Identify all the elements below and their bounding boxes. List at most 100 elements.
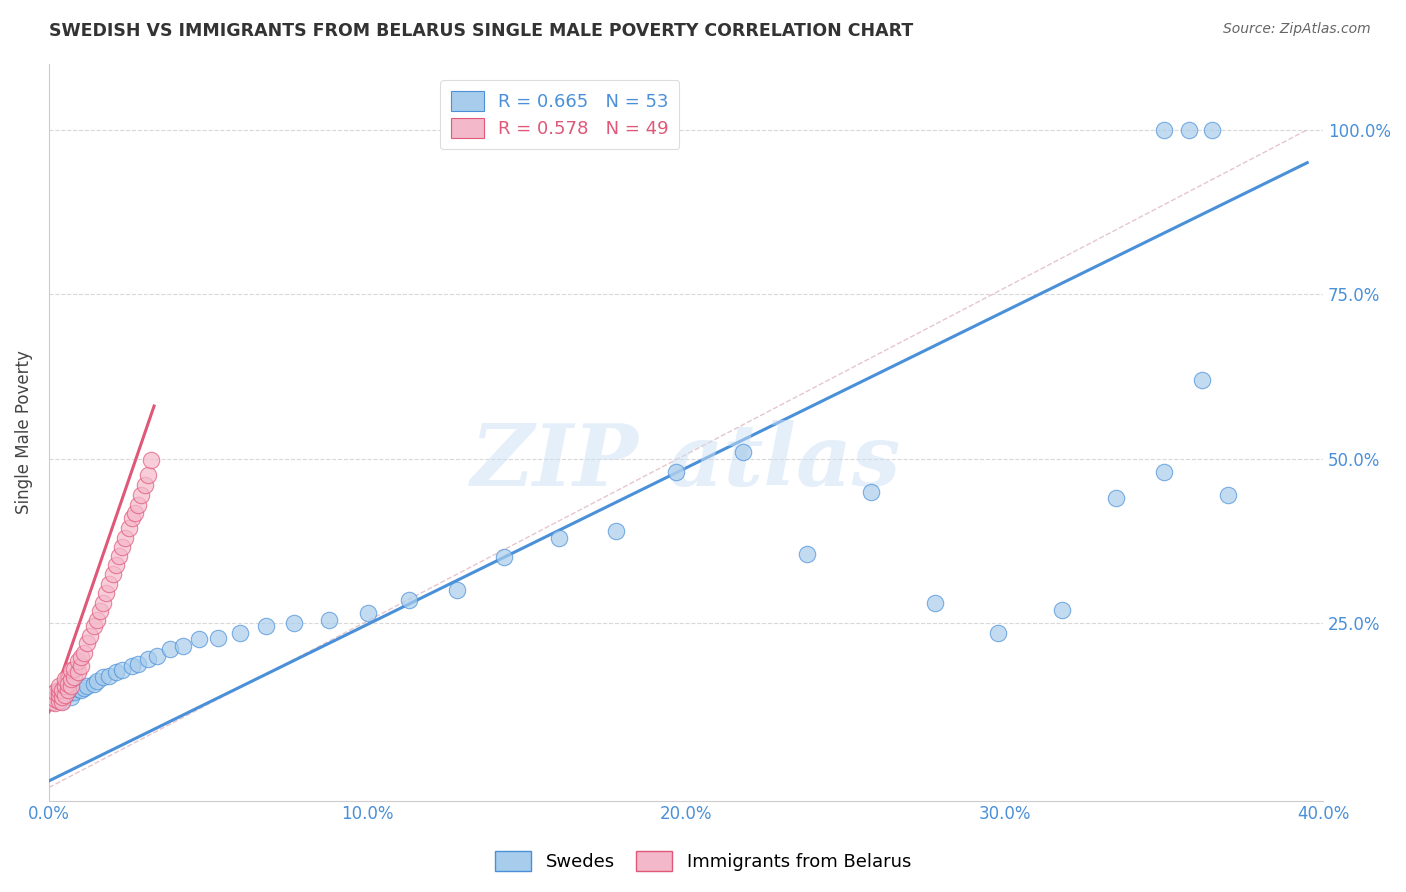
Point: [104, 665, 127, 680]
Point: [134, 478, 156, 492]
Point: [104, 558, 127, 573]
Point: [83, 619, 105, 633]
Point: [51, 690, 73, 704]
Point: [356, 606, 378, 620]
Legend: Swedes, Immigrants from Belarus: Swedes, Immigrants from Belarus: [488, 844, 918, 879]
Point: [1153, 123, 1175, 137]
Point: [41, 695, 63, 709]
Point: [48, 679, 70, 693]
Point: [44, 685, 66, 699]
Point: [1153, 465, 1175, 479]
Point: [124, 506, 146, 520]
Point: [73, 681, 96, 695]
Point: [60, 672, 83, 686]
Point: [96, 586, 118, 600]
Point: [66, 665, 89, 680]
Point: [53, 679, 76, 693]
Point: [66, 681, 89, 696]
Point: [121, 658, 143, 673]
Point: [1191, 373, 1213, 387]
Y-axis label: Single Male Poverty: Single Male Poverty: [15, 351, 32, 515]
Point: [41, 695, 63, 709]
Point: [60, 664, 83, 678]
Point: [114, 531, 136, 545]
Text: SWEDISH VS IMMIGRANTS FROM BELARUS SINGLE MALE POVERTY CORRELATION CHART: SWEDISH VS IMMIGRANTS FROM BELARUS SINGL…: [49, 22, 914, 40]
Point: [51, 683, 73, 698]
Point: [494, 550, 516, 565]
Point: [69, 683, 91, 698]
Point: [1201, 123, 1223, 137]
Point: [111, 541, 134, 555]
Point: [108, 549, 131, 563]
Point: [127, 657, 149, 671]
Point: [63, 662, 86, 676]
Point: [51, 695, 73, 709]
Point: [60, 679, 83, 693]
Point: [139, 453, 162, 467]
Point: [605, 524, 627, 538]
Point: [56, 687, 79, 701]
Point: [86, 673, 108, 688]
Point: [53, 683, 76, 698]
Point: [136, 468, 159, 483]
Point: [53, 689, 76, 703]
Point: [56, 676, 79, 690]
Point: [318, 613, 340, 627]
Point: [1105, 491, 1128, 505]
Point: [136, 652, 159, 666]
Point: [91, 596, 114, 610]
Point: [117, 521, 139, 535]
Point: [131, 488, 153, 502]
Point: [1178, 123, 1201, 137]
Point: [63, 670, 86, 684]
Text: Source: ZipAtlas.com: Source: ZipAtlas.com: [1223, 22, 1371, 37]
Point: [446, 583, 468, 598]
Point: [127, 498, 149, 512]
Point: [44, 696, 66, 710]
Point: [98, 576, 121, 591]
Point: [44, 691, 66, 706]
Point: [91, 670, 114, 684]
Point: [83, 676, 105, 690]
Legend: R = 0.665   N = 53, R = 0.578   N = 49: R = 0.665 N = 53, R = 0.578 N = 49: [440, 80, 679, 149]
Point: [172, 639, 194, 653]
Text: ZIP atlas: ZIP atlas: [471, 420, 901, 504]
Point: [283, 615, 305, 630]
Point: [159, 642, 181, 657]
Point: [73, 646, 96, 660]
Point: [254, 619, 277, 633]
Point: [859, 484, 882, 499]
Point: [51, 693, 73, 707]
Point: [146, 648, 169, 663]
Point: [41, 690, 63, 704]
Point: [86, 613, 108, 627]
Point: [733, 445, 755, 459]
Point: [1216, 488, 1239, 502]
Point: [76, 679, 98, 693]
Point: [187, 632, 209, 647]
Point: [48, 689, 70, 703]
Point: [56, 683, 79, 698]
Point: [229, 626, 252, 640]
Point: [101, 566, 124, 581]
Point: [48, 690, 70, 704]
Point: [63, 685, 86, 699]
Point: [89, 604, 111, 618]
Point: [48, 683, 70, 698]
Point: [121, 511, 143, 525]
Point: [69, 658, 91, 673]
Point: [987, 626, 1010, 640]
Point: [69, 650, 91, 665]
Point: [665, 465, 688, 479]
Point: [76, 636, 98, 650]
Point: [111, 664, 134, 678]
Point: [48, 693, 70, 707]
Point: [924, 596, 946, 610]
Point: [44, 691, 66, 706]
Point: [60, 690, 83, 704]
Point: [207, 631, 229, 645]
Point: [796, 547, 818, 561]
Point: [79, 629, 101, 643]
Point: [41, 687, 63, 701]
Point: [44, 689, 66, 703]
